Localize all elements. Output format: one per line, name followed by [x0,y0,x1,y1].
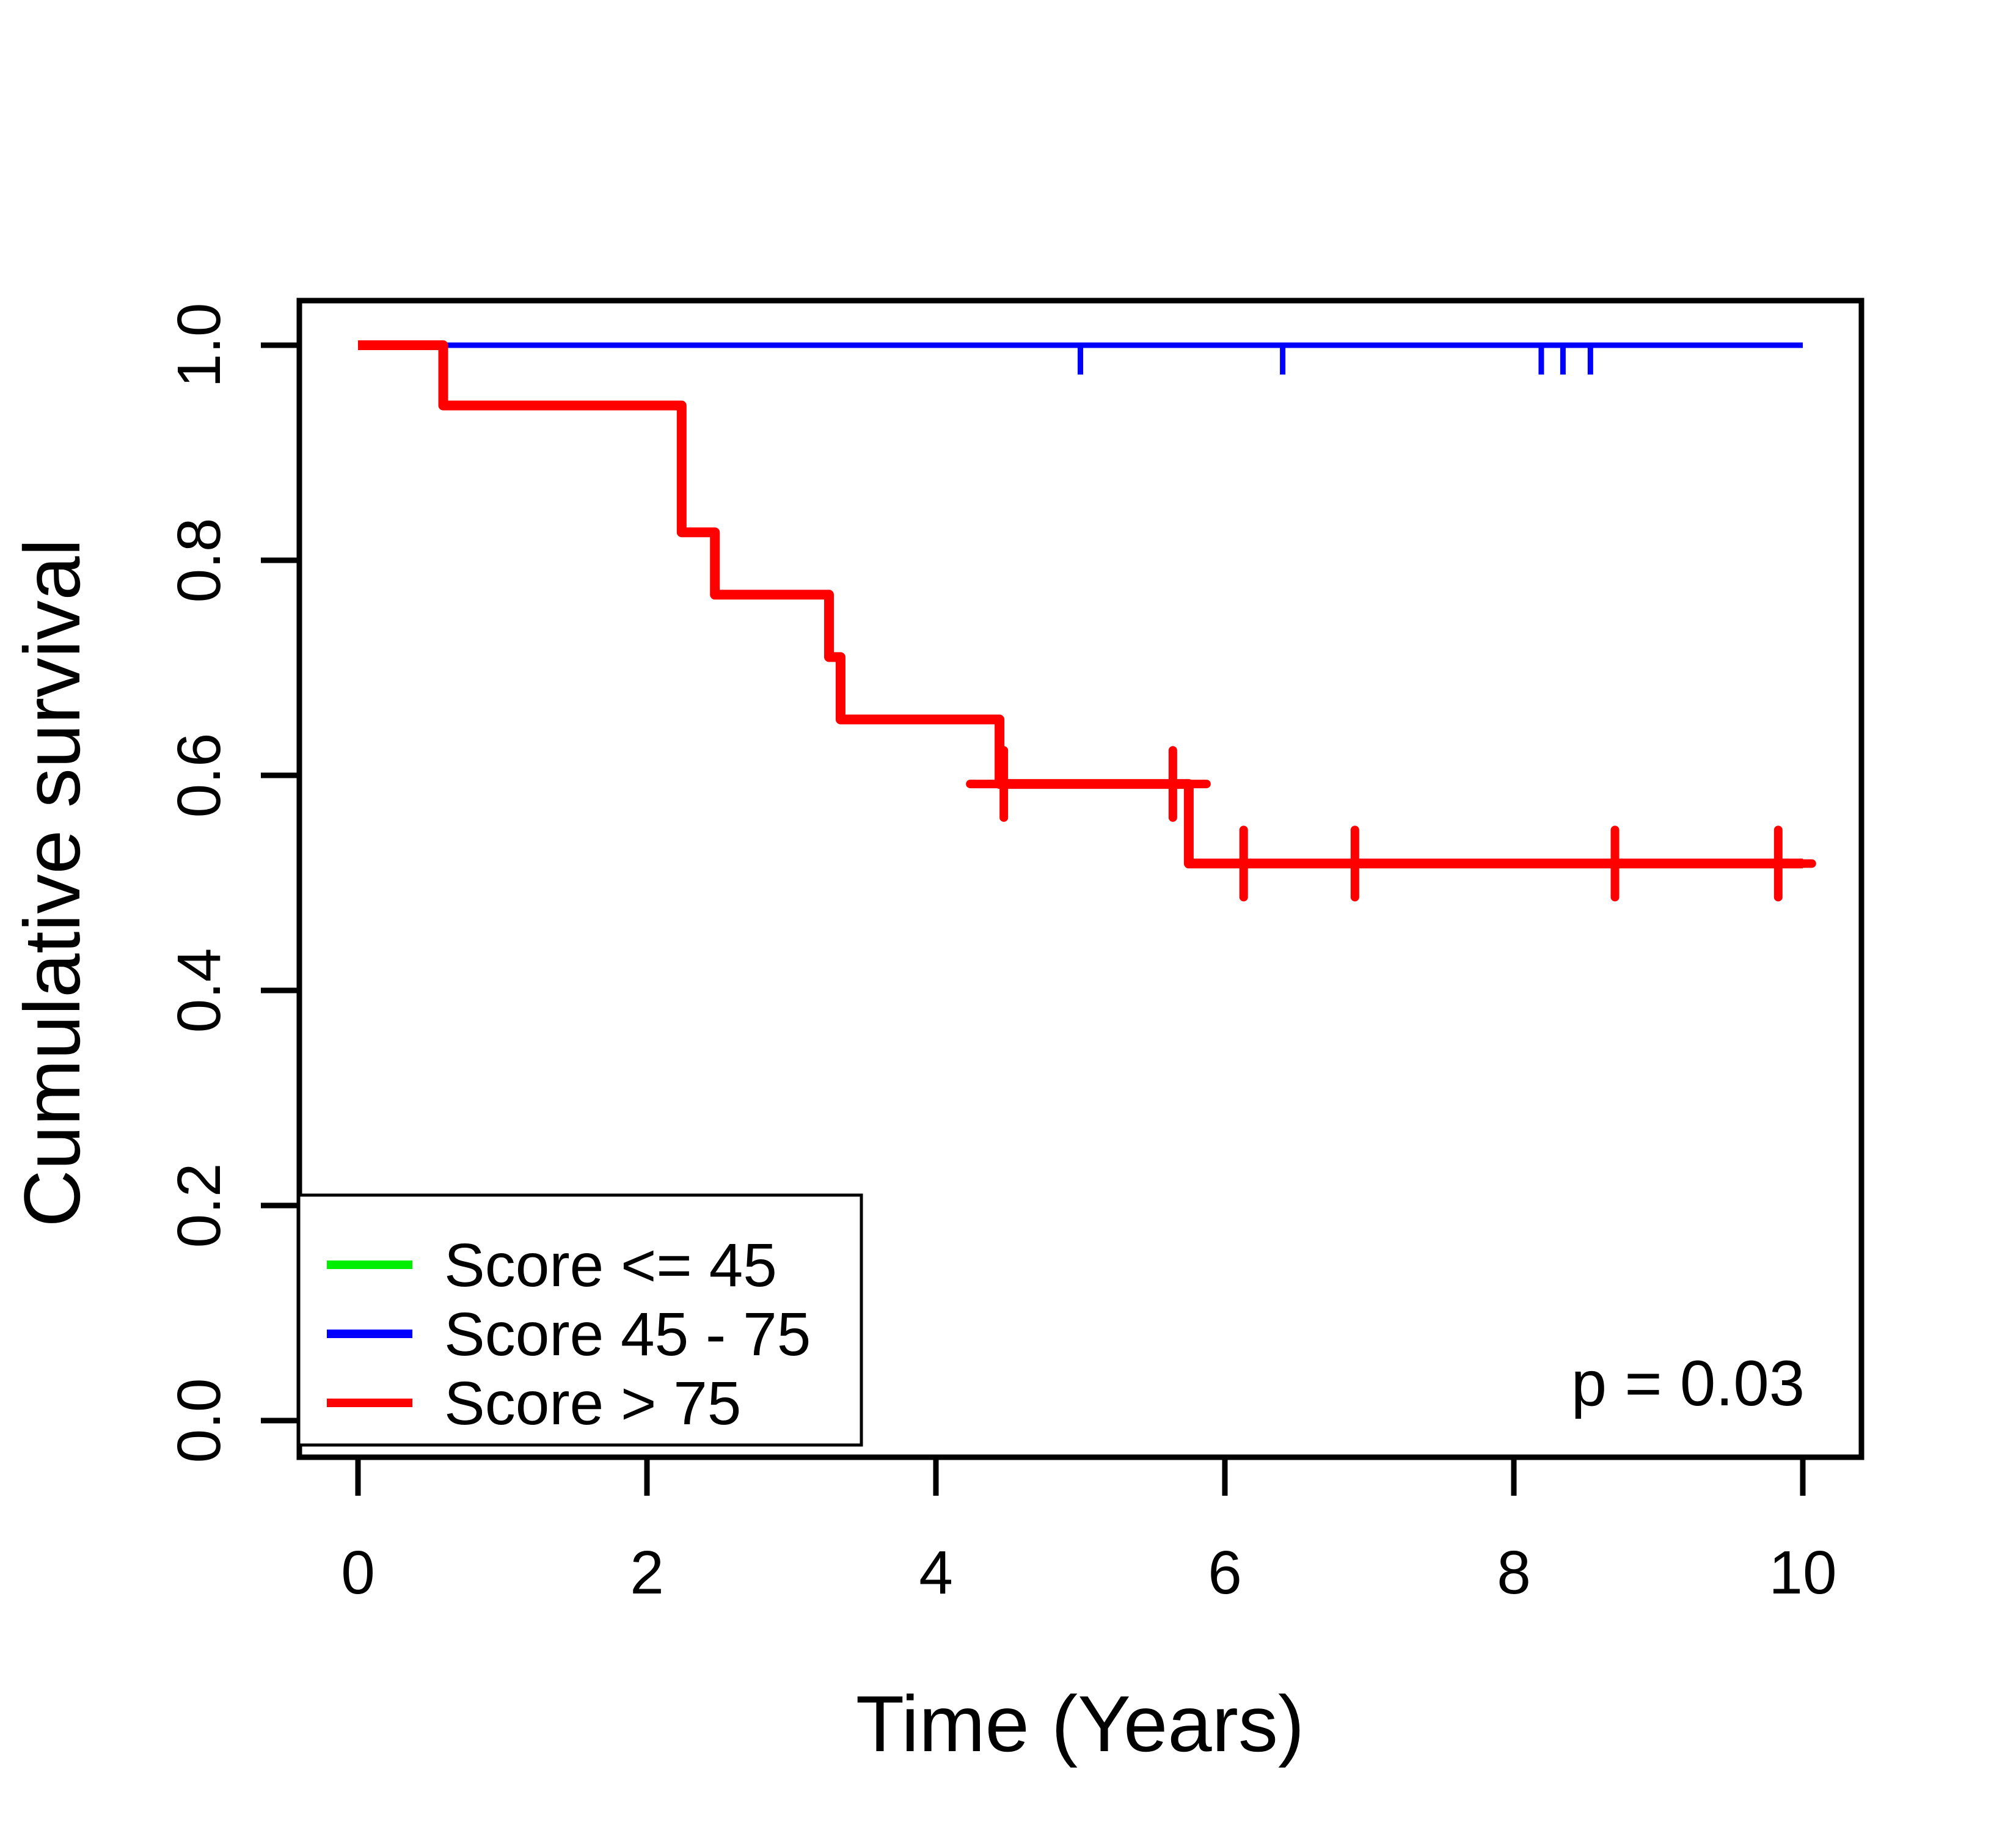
y-axis-title: Cumulative survival [7,538,97,1227]
y-tick-label-0.6: 0.6 [165,733,233,818]
x-axis-title: Time (Years) [856,1679,1304,1768]
y-tick-label-1.0: 1.0 [165,302,233,387]
x-tick-label-10: 10 [1769,1538,1836,1607]
y-tick-label-0.8: 0.8 [165,518,233,602]
legend-label-score-gt-75: Score > 75 [444,1369,741,1438]
series-layer [358,340,1816,902]
p-value-annotation: p = 0.03 [1571,1348,1805,1419]
y-tick-label-0.4: 0.4 [165,948,233,1033]
legend: Score <= 45 Score 45 - 75 Score > 75 [297,1193,863,1447]
legend-label-score-45-75: Score 45 - 75 [444,1300,811,1369]
x-tick-label-8: 8 [1497,1538,1531,1607]
x-tick-label-4: 4 [919,1538,953,1607]
axes-layer: 0 2 4 6 8 10 0.0 0.2 0.4 0.6 0.8 1.0 [165,302,1837,1607]
survival-curve-2 [358,340,1803,869]
legend-label-score-le-45: Score <= 45 [444,1231,777,1300]
x-tick-label-2: 2 [630,1538,664,1607]
y-tick-label-0.2: 0.2 [165,1163,233,1248]
x-tick-label-6: 6 [1208,1538,1242,1607]
y-tick-label-0.0: 0.0 [165,1378,233,1463]
x-tick-label-0: 0 [341,1538,375,1607]
plot-border [296,298,1864,1460]
